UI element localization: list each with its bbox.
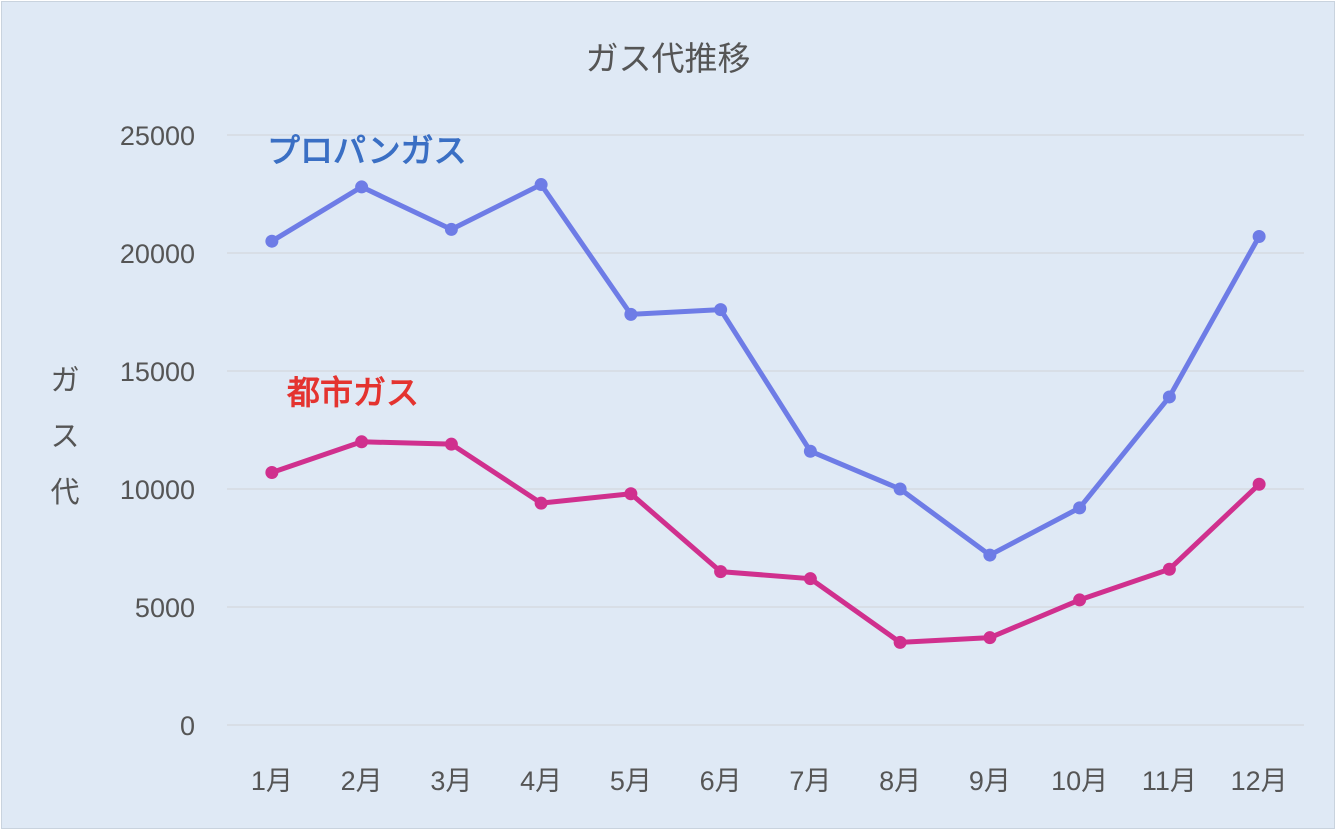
y-axis-label-char: 代 xyxy=(50,475,79,509)
x-tick-label: 7月 xyxy=(789,766,831,796)
data-point-0 xyxy=(893,482,907,496)
data-point-1 xyxy=(444,437,458,451)
data-point-0 xyxy=(1162,390,1176,404)
data-point-1 xyxy=(803,572,817,586)
y-axis-label-char: ガ xyxy=(50,363,79,397)
x-tick-label: 5月 xyxy=(610,766,652,796)
data-point-1 xyxy=(534,496,548,510)
data-point-0 xyxy=(444,222,458,236)
data-point-0 xyxy=(1073,501,1087,515)
x-tick-label: 11月 xyxy=(1142,766,1197,796)
data-point-0 xyxy=(534,178,548,192)
data-point-1 xyxy=(1252,477,1266,491)
x-tick-label: 3月 xyxy=(430,766,472,796)
data-point-1 xyxy=(355,435,369,449)
data-point-1 xyxy=(1073,593,1087,607)
x-tick-label: 10月 xyxy=(1051,766,1108,796)
data-point-0 xyxy=(714,303,728,317)
x-tick-label: 6月 xyxy=(700,766,742,796)
data-point-0 xyxy=(983,548,997,562)
data-point-0 xyxy=(803,444,817,458)
x-axis-ticks: 1月 2月 3月 4月 5月 6月 7月 8月 9月 10月 11月 12月 xyxy=(251,766,1288,796)
series-line-0 xyxy=(270,182,1262,558)
x-tick-label: 4月 xyxy=(520,766,562,796)
data-point-0 xyxy=(624,307,638,321)
chart-title: ガス代推移 xyxy=(586,39,751,78)
y-tick-label: 0 xyxy=(180,711,195,741)
data-point-1 xyxy=(624,487,638,501)
data-point-1 xyxy=(714,565,728,579)
x-tick-label: 1月 xyxy=(251,766,293,796)
series-line-1 xyxy=(271,439,1261,645)
x-tick-label: 8月 xyxy=(879,766,921,796)
data-point-1 xyxy=(265,465,279,479)
data-point-0 xyxy=(355,180,369,194)
y-axis-label-char: ス xyxy=(50,419,79,453)
data-point-1 xyxy=(983,631,997,645)
y-tick-label: 15000 xyxy=(120,357,195,387)
y-axis-ticks: 0 5000 10000 15000 20000 25000 xyxy=(120,121,195,741)
series-label-city-gas: 都市ガス xyxy=(286,373,419,412)
x-tick-label: 9月 xyxy=(969,766,1011,796)
y-tick-label: 20000 xyxy=(120,239,195,269)
series-lines xyxy=(265,178,1266,649)
y-tick-label: 5000 xyxy=(135,593,195,623)
y-axis-label: ガス代 xyxy=(50,363,79,509)
data-point-1 xyxy=(893,635,907,649)
x-tick-label: 12月 xyxy=(1231,766,1288,796)
series-label-propane: プロパンガス xyxy=(267,131,467,170)
gridlines xyxy=(227,134,1304,726)
data-point-1 xyxy=(1162,562,1176,576)
data-point-0 xyxy=(265,234,279,248)
data-point-0 xyxy=(1252,229,1266,243)
x-tick-label: 2月 xyxy=(341,766,383,796)
y-tick-label: 10000 xyxy=(120,475,195,505)
y-tick-label: 25000 xyxy=(120,121,195,151)
